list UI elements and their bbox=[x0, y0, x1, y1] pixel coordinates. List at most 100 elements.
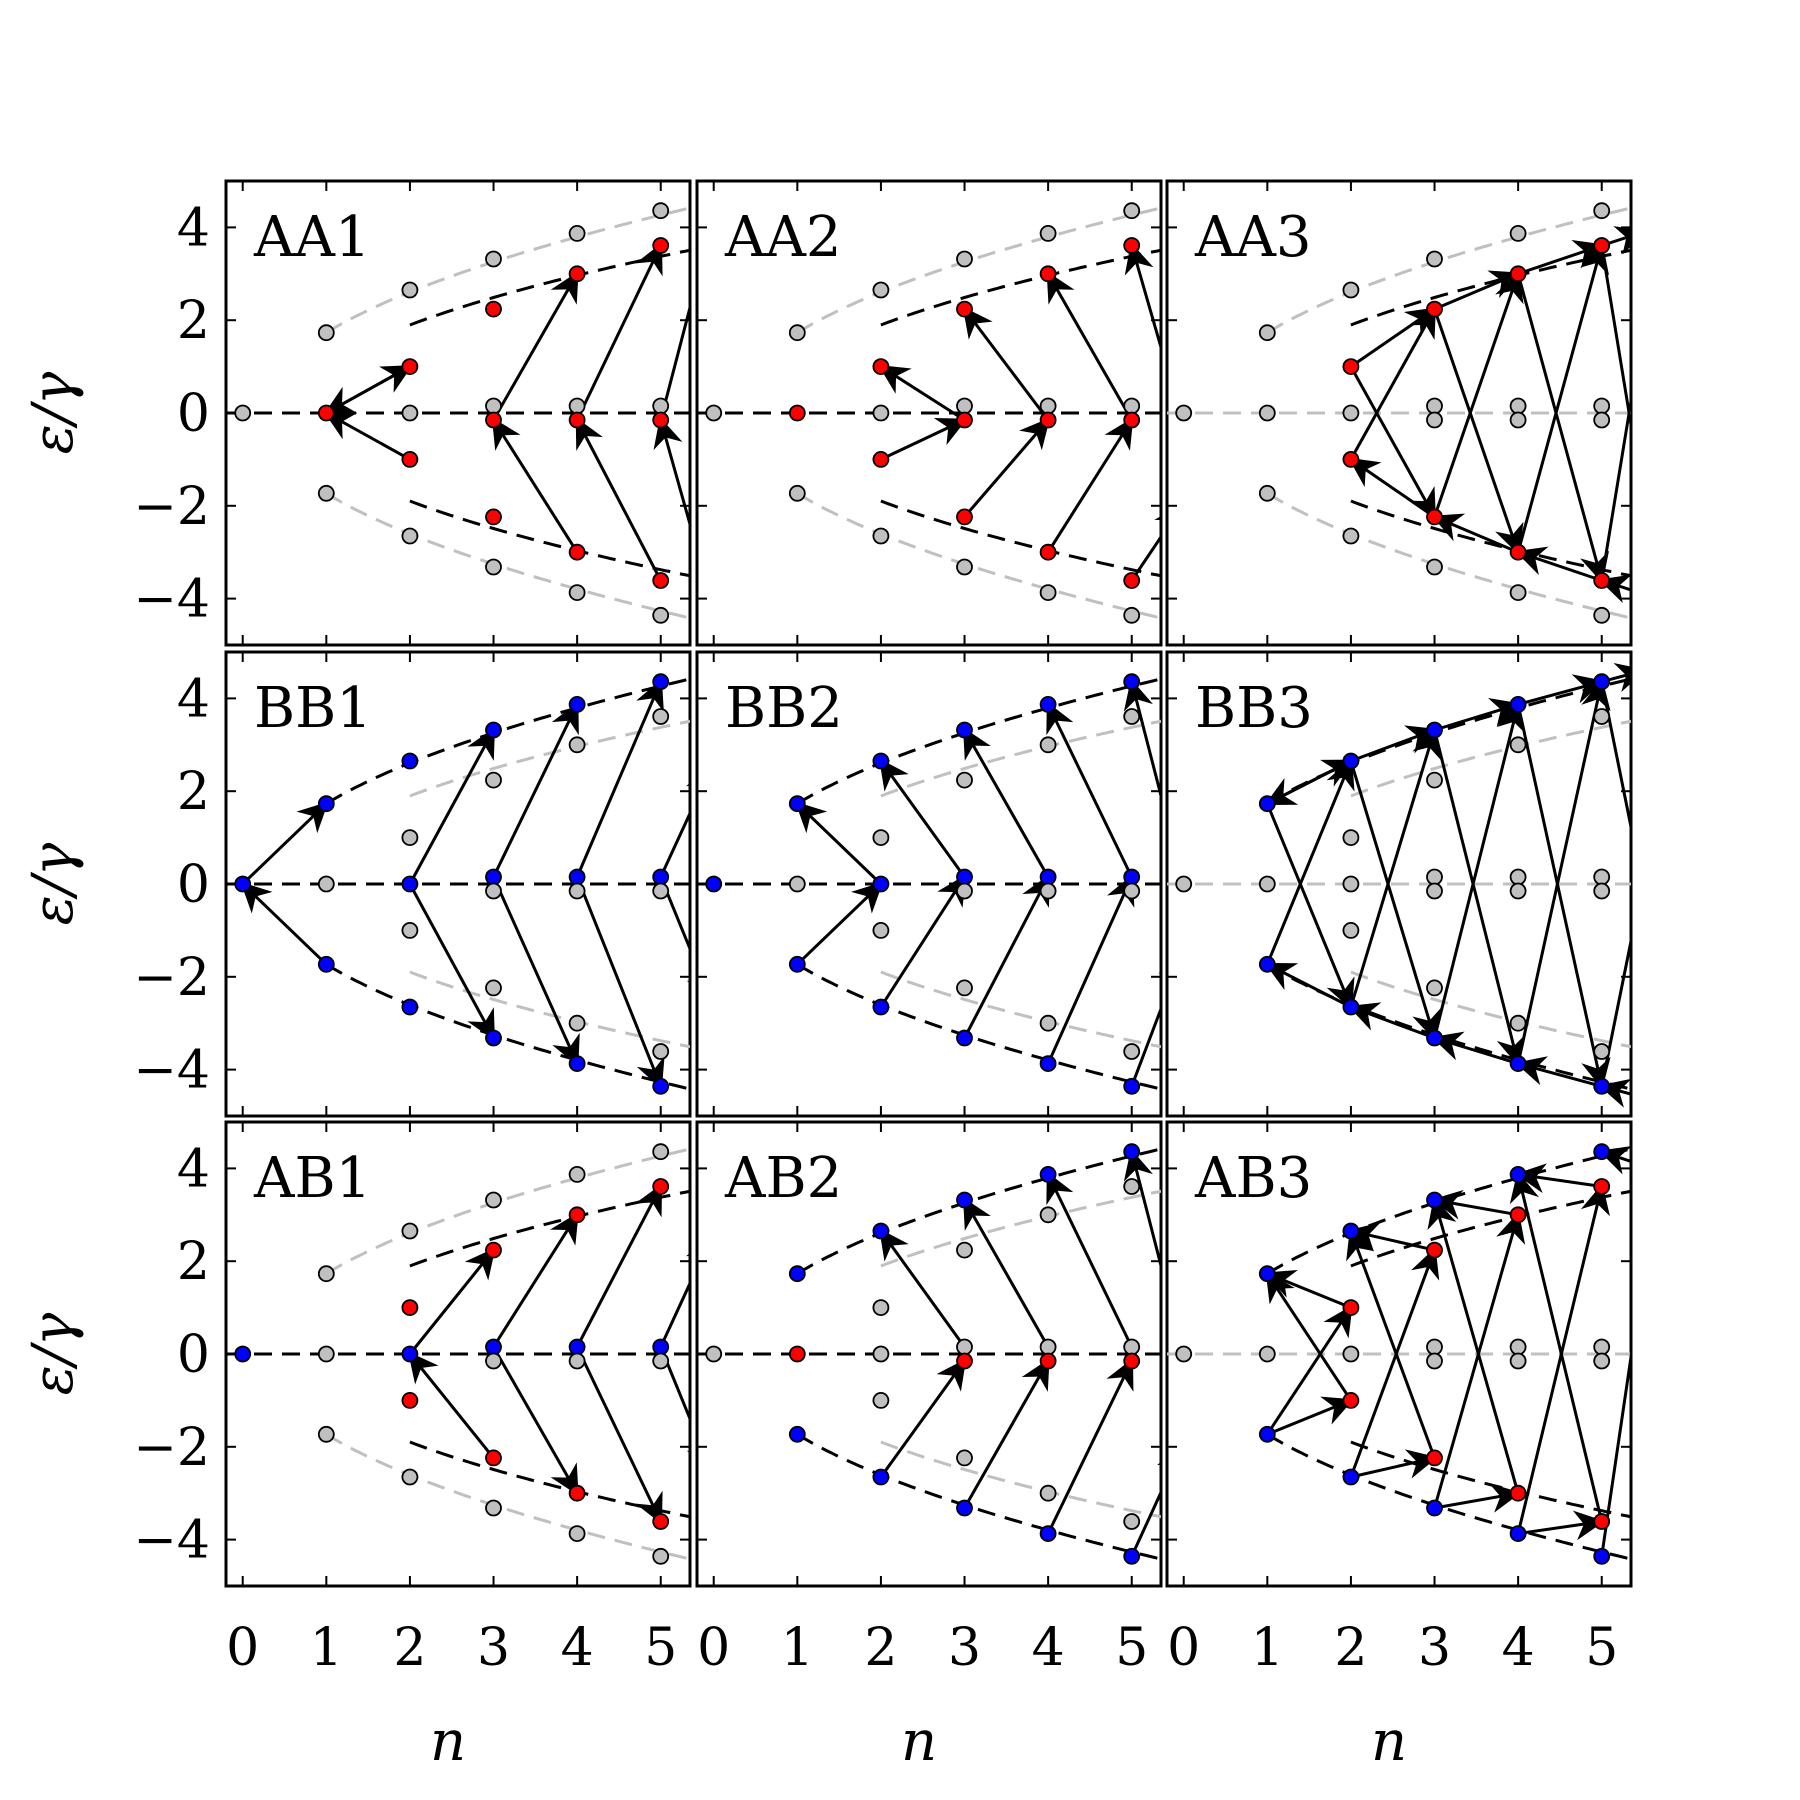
y-tick-label: −4 bbox=[133, 1041, 210, 1101]
gray-band bbox=[880, 1189, 1161, 1268]
level-point bbox=[1039, 224, 1057, 242]
gray-band bbox=[409, 970, 690, 1049]
level-point bbox=[872, 998, 890, 1016]
y-tick-label: 2 bbox=[177, 291, 210, 351]
level-point bbox=[652, 1143, 670, 1161]
level-point bbox=[1426, 1338, 1443, 1356]
gray-band bbox=[325, 1147, 690, 1275]
panel-aa1: AA1 bbox=[224, 179, 692, 647]
transition-arrow bbox=[1264, 759, 1352, 806]
level-point bbox=[1593, 868, 1611, 886]
level-point bbox=[568, 736, 586, 754]
x-tick-label: 0 bbox=[226, 1618, 259, 1678]
level-point bbox=[1258, 484, 1276, 502]
level-point bbox=[1509, 696, 1527, 713]
transition-arrow bbox=[880, 417, 968, 461]
level-point bbox=[1509, 736, 1527, 754]
y-tick-label: 4 bbox=[177, 669, 210, 729]
transition-arrow bbox=[1516, 242, 1610, 553]
level-point bbox=[1593, 202, 1611, 220]
level-point bbox=[568, 411, 586, 429]
y-tick-label: −2 bbox=[133, 477, 210, 537]
level-point bbox=[1593, 673, 1611, 691]
transition-arrow bbox=[492, 876, 580, 1067]
level-point bbox=[485, 558, 502, 576]
transition-arrow bbox=[1350, 1449, 1438, 1479]
panel-content bbox=[226, 673, 690, 1095]
level-point bbox=[485, 721, 502, 739]
level-point bbox=[956, 397, 973, 415]
level-point bbox=[872, 1468, 890, 1486]
level-point bbox=[1342, 752, 1360, 770]
level-point bbox=[956, 979, 973, 997]
level-point bbox=[652, 1043, 670, 1060]
transition-arrow bbox=[659, 224, 690, 421]
level-point bbox=[568, 224, 586, 242]
level-point bbox=[1039, 1055, 1057, 1072]
level-point bbox=[485, 300, 502, 318]
level-point bbox=[401, 922, 419, 939]
level-point bbox=[956, 250, 973, 268]
transition-arrow bbox=[1509, 1171, 1604, 1522]
blue-band bbox=[325, 963, 690, 1091]
level-point bbox=[234, 404, 252, 422]
transition-arrow bbox=[1433, 1211, 1526, 1509]
level-point bbox=[1593, 1077, 1611, 1095]
level-point bbox=[1123, 237, 1141, 254]
level-point bbox=[1258, 875, 1276, 893]
transition-arrow bbox=[1433, 270, 1524, 518]
level-point bbox=[1039, 1166, 1057, 1183]
level-point bbox=[317, 324, 335, 342]
level-point bbox=[485, 979, 502, 997]
level-point bbox=[568, 265, 586, 283]
panel-content bbox=[697, 202, 1161, 624]
y-tick-label: 4 bbox=[177, 1139, 210, 1199]
level-point bbox=[872, 1299, 890, 1316]
level-point bbox=[1509, 411, 1527, 429]
level-point bbox=[401, 1468, 419, 1486]
level-point bbox=[1342, 527, 1360, 545]
panel-label: BB1 bbox=[254, 676, 372, 741]
level-point bbox=[1123, 1547, 1141, 1565]
gray-band bbox=[409, 719, 690, 798]
gray-band bbox=[1350, 719, 1631, 798]
transition-arrow bbox=[659, 765, 690, 878]
transition-arrow bbox=[1124, 242, 1161, 353]
level-point bbox=[1509, 584, 1527, 601]
transition-arrow bbox=[1349, 1247, 1440, 1478]
level-point bbox=[1593, 397, 1611, 415]
level-point bbox=[788, 484, 806, 502]
level-point bbox=[317, 1345, 335, 1363]
level-point bbox=[485, 508, 502, 526]
transition-arrow bbox=[1598, 1145, 1631, 1175]
level-point bbox=[1426, 250, 1443, 268]
level-point bbox=[568, 543, 586, 561]
y-tick-label: −4 bbox=[133, 1511, 210, 1571]
level-point bbox=[317, 1265, 335, 1283]
level-point bbox=[872, 1345, 890, 1363]
level-point bbox=[1039, 868, 1057, 886]
transition-arrow bbox=[1265, 758, 1355, 965]
level-point bbox=[1039, 1525, 1057, 1542]
level-point bbox=[652, 882, 670, 900]
level-point bbox=[956, 1449, 973, 1467]
level-point bbox=[401, 1299, 419, 1316]
level-point bbox=[1123, 1338, 1141, 1356]
level-point bbox=[1509, 1014, 1527, 1032]
transition-arrow bbox=[1265, 1271, 1353, 1402]
transition-arrow bbox=[1433, 701, 1527, 1039]
transition-arrow bbox=[659, 1346, 690, 1473]
transition-arrow bbox=[1123, 1148, 1161, 1272]
level-point bbox=[872, 752, 890, 770]
level-point bbox=[1426, 411, 1443, 429]
gray-band bbox=[325, 1433, 690, 1561]
level-point bbox=[1123, 868, 1141, 886]
level-point bbox=[1509, 265, 1527, 283]
level-point bbox=[1342, 404, 1360, 422]
level-point bbox=[1039, 1206, 1057, 1224]
level-point bbox=[956, 721, 973, 739]
level-point bbox=[1175, 1345, 1193, 1363]
level-point bbox=[956, 508, 973, 526]
level-point bbox=[788, 404, 806, 422]
x-axis-label: n bbox=[1371, 1709, 1407, 1774]
